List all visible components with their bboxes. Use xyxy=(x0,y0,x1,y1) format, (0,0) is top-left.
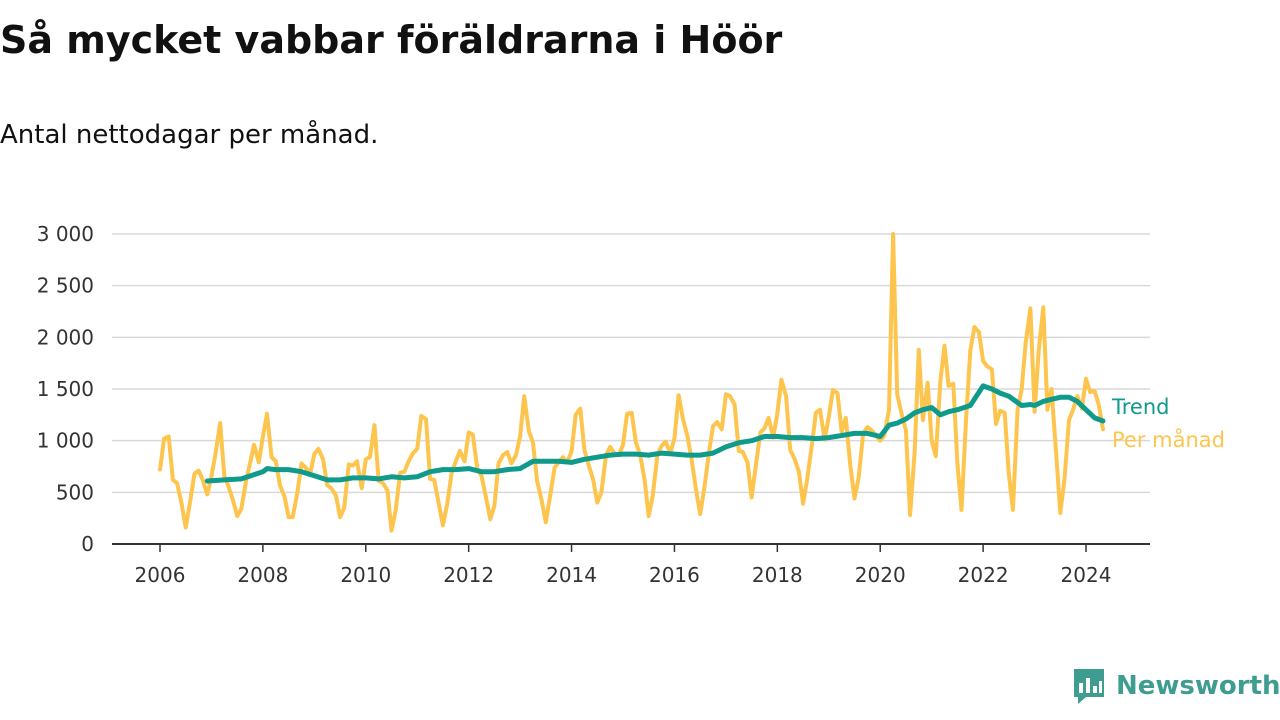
y-tick-label: 0 xyxy=(81,532,94,556)
y-axis-ticks: 0 500 1 000 1 500 2 000 2 500 3 000 xyxy=(37,222,94,556)
x-tick-label: 2020 xyxy=(855,563,906,587)
bar-chart-speech-bubble-icon xyxy=(1072,667,1106,705)
chart-subtitle: Antal nettodagar per månad. xyxy=(0,120,379,150)
series-label-trend: Trend xyxy=(1111,395,1169,419)
x-tick-label: 2008 xyxy=(237,563,288,587)
series-lines xyxy=(158,232,1106,533)
series-label-per-month: Per månad xyxy=(1112,427,1225,452)
grid-lines xyxy=(112,233,1150,494)
y-tick-label: 3 000 xyxy=(37,222,94,246)
brand-logo: Newsworthy xyxy=(1072,666,1280,706)
x-tick-label: 2022 xyxy=(958,563,1009,587)
brand-name: Newsworthy xyxy=(1116,671,1280,701)
y-tick-label: 2 500 xyxy=(37,274,94,298)
y-tick-label: 500 xyxy=(56,480,94,504)
series-labels: Per månad Trend xyxy=(1111,395,1225,452)
x-axis: 2006 2008 2010 2012 2014 2016 2018 2020 2022 2024 xyxy=(112,543,1150,587)
monthly-line xyxy=(158,232,1105,533)
y-tick-label: 1 000 xyxy=(37,429,94,453)
trend-line xyxy=(204,383,1106,484)
x-tick-label: 2018 xyxy=(752,563,803,587)
y-tick-label: 1 500 xyxy=(37,377,94,401)
x-tick-label: 2010 xyxy=(340,563,391,587)
x-tick-label: 2014 xyxy=(546,563,597,587)
x-tick-label: 2024 xyxy=(1061,563,1112,587)
x-tick-label: 2016 xyxy=(649,563,700,587)
chart-title: Så mycket vabbar föräldrarna i Höör xyxy=(0,18,783,62)
x-tick-label: 2012 xyxy=(443,563,494,587)
x-tick-label: 2006 xyxy=(135,563,186,587)
y-tick-label: 2 000 xyxy=(37,325,94,349)
